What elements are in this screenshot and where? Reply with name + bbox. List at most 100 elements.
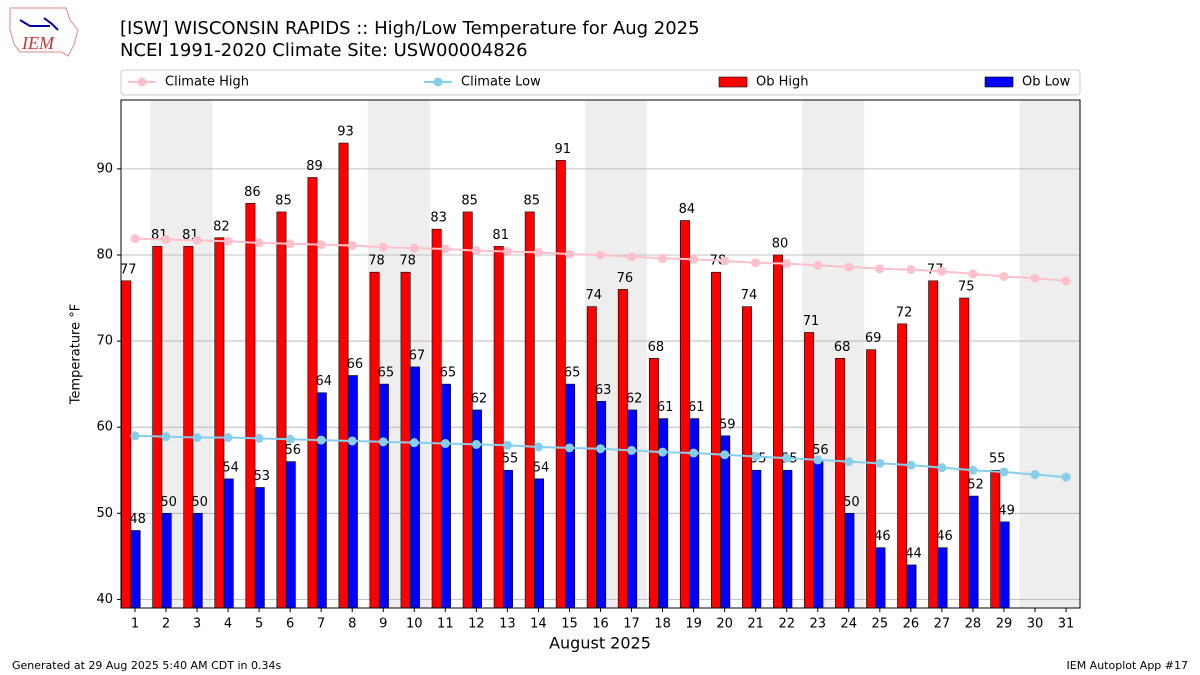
bar — [223, 478, 234, 609]
line-marker — [906, 265, 916, 275]
x-tick-label: 25 — [872, 617, 889, 632]
x-tick-label: 31 — [1058, 617, 1075, 632]
x-tick-label: 10 — [406, 617, 423, 632]
data-label: 56 — [812, 443, 829, 458]
data-label: 50 — [191, 495, 208, 510]
x-tick-label: 12 — [468, 617, 485, 632]
line-marker — [254, 433, 264, 443]
line-marker — [378, 437, 388, 447]
line-marker — [223, 236, 233, 246]
data-label: 65 — [564, 366, 581, 381]
x-tick-label: 15 — [561, 617, 578, 632]
bar — [555, 159, 566, 609]
data-label: 63 — [595, 383, 612, 398]
x-tick-label: 17 — [623, 617, 640, 632]
bar — [245, 203, 256, 609]
bar — [627, 409, 638, 609]
bar — [431, 228, 442, 609]
legend-label: Ob High — [756, 75, 809, 90]
bar — [534, 478, 545, 609]
data-label: 68 — [834, 340, 851, 355]
x-tick-label: 14 — [530, 617, 547, 632]
x-tick-label: 7 — [317, 617, 325, 632]
line-marker — [192, 433, 202, 443]
bar — [875, 547, 886, 609]
data-label: 55 — [502, 452, 519, 467]
x-tick-label: 9 — [379, 617, 387, 632]
line-marker — [658, 253, 668, 263]
bar — [782, 469, 793, 609]
data-label: 53 — [253, 469, 270, 484]
bar — [751, 469, 762, 609]
line-marker — [596, 250, 605, 260]
bar — [254, 487, 265, 609]
bar — [835, 358, 846, 609]
bar — [999, 521, 1010, 609]
bar — [121, 280, 132, 609]
x-tick-label: 8 — [348, 617, 356, 632]
line-marker — [813, 260, 823, 270]
data-label: 86 — [244, 185, 261, 200]
legend-swatch — [718, 76, 748, 88]
data-label: 59 — [719, 417, 736, 432]
bar — [968, 495, 979, 609]
x-tick-label: 19 — [685, 617, 702, 632]
y-tick-label: 40 — [96, 592, 113, 607]
line-marker — [440, 244, 450, 254]
bar — [524, 211, 535, 609]
bar — [804, 332, 815, 609]
x-tick-label: 22 — [778, 617, 795, 632]
data-label: 85 — [461, 193, 478, 208]
data-label: 68 — [648, 340, 665, 355]
chart-title: [ISW] WISCONSIN RAPIDS :: High/Low Tempe… — [120, 18, 700, 39]
x-tick-label: 18 — [654, 617, 671, 632]
data-label: 91 — [555, 142, 572, 157]
line-marker — [875, 264, 885, 274]
data-label: 62 — [626, 391, 643, 406]
bar — [400, 271, 411, 609]
x-tick-label: 1 — [131, 617, 139, 632]
line-marker — [440, 439, 450, 449]
legend-box — [120, 69, 1081, 96]
logo-icon — [19, 17, 59, 31]
data-label: 72 — [896, 305, 913, 320]
line-marker — [285, 434, 295, 444]
y-tick-label: 70 — [96, 334, 113, 349]
bar — [316, 392, 327, 609]
line-marker — [316, 240, 326, 250]
chart-subtitle: NCEI 1991-2020 Climate Site: USW00004826 — [120, 40, 528, 61]
bar — [214, 237, 225, 609]
data-label: 50 — [160, 495, 177, 510]
bar — [648, 358, 659, 609]
line-marker — [720, 256, 730, 266]
logo-text: IEM — [21, 33, 55, 53]
bar — [276, 211, 287, 609]
legend-swatch — [984, 76, 1014, 88]
data-label: 54 — [222, 460, 239, 475]
line-marker — [409, 243, 419, 253]
line-marker — [161, 432, 171, 442]
data-label: 75 — [958, 280, 975, 295]
data-label: 74 — [741, 288, 758, 303]
bar — [565, 383, 576, 609]
data-label: 48 — [129, 512, 146, 527]
legend-marker — [433, 77, 443, 87]
bar — [617, 289, 628, 609]
data-label: 54 — [533, 460, 550, 475]
data-label: 85 — [275, 193, 292, 208]
line-marker — [689, 254, 699, 264]
bar — [347, 375, 358, 609]
data-label: 78 — [368, 254, 385, 269]
line-marker — [223, 433, 233, 443]
legend-label: Climate Low — [461, 75, 541, 90]
line-marker — [596, 444, 605, 454]
x-tick-label: 29 — [996, 617, 1013, 632]
line-marker — [999, 467, 1009, 477]
line-marker — [906, 460, 916, 470]
line-marker — [564, 249, 574, 259]
bar — [689, 418, 700, 609]
x-tick-label: 23 — [809, 617, 826, 632]
data-label: 55 — [989, 452, 1006, 467]
data-label: 89 — [306, 159, 323, 174]
